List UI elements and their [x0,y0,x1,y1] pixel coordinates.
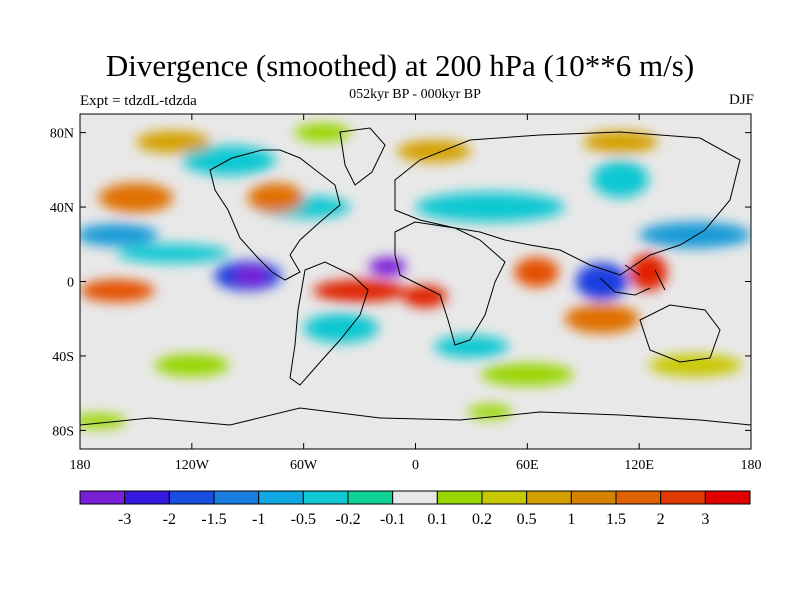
colorbar: -3 -2 -1.5 -1 -0.5 -0.2 -0.1 0.1 0.2 0.5 1 1.5 2 3 [79,490,751,528]
colorbar-label-7: 0.1 [427,511,447,528]
divergence-anomaly-13 [98,182,174,213]
lat-tick-label-1: 40N [50,201,74,216]
colorbar-label-5: -0.2 [335,511,360,528]
eurasia-coast [394,131,741,276]
colorbar-swatch-5 [302,490,349,505]
colorbar-swatch-11 [570,490,617,505]
lon-tick-label-0: 180 [70,458,91,473]
colorbar-swatch-10 [526,490,572,505]
colorbar-label-11: 1.5 [606,511,626,528]
coastlines [80,127,751,426]
lat-tick-label-3: 40S [52,350,74,365]
chart-title: Divergence (smoothed) at 200 hPa (10**6 … [105,48,695,83]
divergence-anomaly-5 [639,221,751,249]
divergence-anomaly-25 [154,354,230,377]
colorbar-swatch-2 [168,490,215,505]
colorbar-label-3: -1 [252,511,265,528]
colorbar-label-6: -0.1 [380,511,405,528]
divergence-anomaly-26 [480,363,574,386]
colorbar-swatch-8 [436,490,483,505]
chart-subtitle: 052kyr BP - 000kyr BP [349,87,481,102]
lon-tick-label-1: 120W [175,458,210,473]
lat-tick-label-4: 80S [52,424,74,439]
colorbar-label-9: 0.5 [517,511,537,528]
colorbar-swatch-3 [213,490,260,505]
divergence-anomaly-4 [80,223,159,247]
divergence-anomaly-3 [575,262,628,301]
divergence-anomaly-24 [294,123,351,142]
colorbar-label-12: 2 [657,511,665,528]
colorbar-swatch-14 [704,490,751,505]
colorbar-swatch-13 [660,490,706,505]
africa-coast [394,221,506,346]
lat-tick-label-2: 0 [67,276,74,291]
divergence-anomaly-18 [629,253,668,291]
greenland-coast [339,127,386,186]
divergence-anomaly-9 [182,145,276,176]
north-america-coast [209,149,341,281]
divergence-anomaly-6 [415,192,565,222]
lon-tick-label-2: 60W [290,458,318,473]
colorbar-label-8: 0.2 [472,511,492,528]
divergence-field [80,123,751,429]
lon-tick-label-3: 0 [412,458,419,473]
divergence-anomaly-19 [247,182,304,213]
colorbar-swatch-4 [258,490,304,505]
divergence-anomaly-11 [303,313,379,343]
colorbar-swatch-6 [347,490,394,505]
divergence-anomaly-20 [564,303,640,334]
lon-tick-label-5: 120E [624,458,654,473]
colorbar-swatch-12 [615,490,662,505]
lon-tick-label-6: 180 [741,458,762,473]
colorbar-label-13: 3 [701,511,709,528]
colorbar-swatch-0 [79,490,126,505]
axes: 80N 40N 0 40S 80S 180 120W 60W 0 60E 120E 180 [50,114,762,473]
divergence-anomaly-12 [434,335,509,358]
colorbar-label-1: -2 [163,511,176,528]
season-label: DJF [728,92,754,108]
antarctica-coast [80,407,751,426]
colorbar-swatch-7 [392,490,438,505]
australia-coast [639,304,721,363]
south-america-coast [289,261,369,386]
maritime-continent-coast [599,264,666,296]
divergence-anomaly-10 [592,160,649,198]
divergence-anomaly-1 [234,266,269,286]
divergence-anomaly-15 [312,279,407,302]
lat-tick-label-0: 80N [50,127,74,142]
experiment-label: Expt = tdzdL-tdzda [80,93,197,109]
divergence-anomaly-27 [648,354,742,377]
divergence-anomaly-7 [117,244,230,263]
colorbar-label-10: 1 [567,511,575,528]
divergence-anomaly-23 [583,130,658,154]
colorbar-label-0: -3 [118,511,131,528]
colorbar-swatch-9 [481,490,528,505]
divergence-anomaly-28 [80,413,127,429]
colorbar-label-4: -0.5 [291,511,316,528]
divergence-anomaly-22 [396,140,472,163]
divergence-anomaly-2 [368,257,407,276]
divergence-anomaly-17 [514,257,560,288]
divergence-anomaly-16 [402,285,448,308]
divergence-anomaly-21 [135,130,211,154]
colorbar-label-2: -1.5 [201,511,226,528]
colorbar-swatch-1 [124,490,170,505]
lon-tick-label-4: 60E [516,458,539,473]
divergence-anomaly-14 [80,279,155,302]
